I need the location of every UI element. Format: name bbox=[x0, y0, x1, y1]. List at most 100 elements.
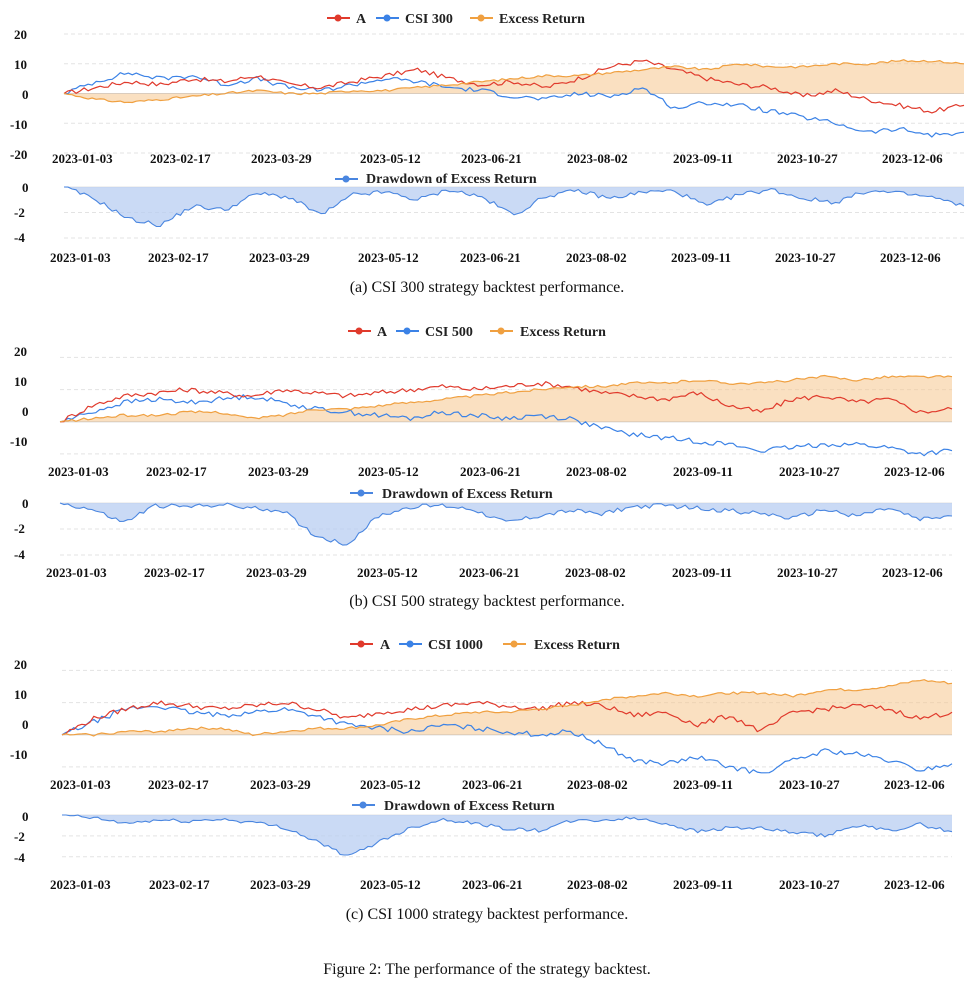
legend-label-excess: Excess Return bbox=[520, 325, 606, 340]
y-tick-label: 10 bbox=[14, 687, 27, 702]
x-tick-label: 2023-08-02 bbox=[566, 464, 627, 479]
drawdown-area bbox=[62, 815, 952, 855]
x-tick-label: 2023-03-29 bbox=[249, 250, 310, 265]
panel-b-caption: (b) CSI 500 strategy backtest performanc… bbox=[349, 593, 624, 610]
x-tick-label: 2023-01-03 bbox=[50, 877, 111, 892]
y-tick-label: 0 bbox=[22, 180, 29, 195]
x-tick-label: 2023-10-27 bbox=[779, 777, 840, 792]
excess-return-area bbox=[60, 375, 952, 422]
panel-a-drawdown-yticks: 0 -2 -4 bbox=[14, 180, 29, 245]
y-tick-label: 20 bbox=[14, 344, 27, 359]
legend-marker-drawdown bbox=[359, 801, 367, 809]
y-tick-label: -2 bbox=[14, 829, 25, 844]
strategy-line bbox=[61, 700, 953, 736]
x-tick-label: 2023-02-17 bbox=[148, 250, 209, 265]
x-tick-label: 2023-12-06 bbox=[884, 777, 945, 792]
panel-a-yticks: 20 10 0 -10 -20 bbox=[10, 27, 29, 162]
legend-label-drawdown: Drawdown of Excess Return bbox=[384, 799, 555, 814]
x-tick-label: 2023-12-06 bbox=[884, 464, 945, 479]
legend-marker-drawdown bbox=[342, 175, 350, 183]
x-tick-label: 2023-03-29 bbox=[251, 151, 312, 166]
y-tick-label: -4 bbox=[14, 230, 25, 245]
panel-c-caption: (c) CSI 1000 strategy backtest performan… bbox=[346, 906, 629, 923]
drawdown-line bbox=[59, 502, 953, 546]
x-tick-label: 2023-12-06 bbox=[882, 565, 943, 580]
x-tick-label: 2023-10-27 bbox=[775, 250, 836, 265]
x-tick-label: 2023-09-11 bbox=[673, 777, 733, 792]
x-tick-label: 2023-05-12 bbox=[360, 877, 421, 892]
x-tick-label: 2023-03-29 bbox=[250, 877, 311, 892]
drawdown-line bbox=[62, 814, 953, 856]
panel-c-main-plot bbox=[61, 669, 953, 774]
x-tick-label: 2023-02-17 bbox=[144, 565, 205, 580]
x-tick-label: 2023-10-27 bbox=[777, 151, 838, 166]
excess-return-area bbox=[64, 59, 964, 103]
excess-return-line bbox=[61, 679, 953, 737]
y-tick-label: 0 bbox=[22, 404, 29, 419]
x-tick-label: 2023-09-11 bbox=[672, 565, 732, 580]
y-tick-label: -20 bbox=[10, 147, 27, 162]
x-tick-label: 2023-09-11 bbox=[673, 151, 733, 166]
y-tick-label: 0 bbox=[22, 717, 29, 732]
y-tick-label: 0 bbox=[22, 809, 29, 824]
x-tick-label: 2023-06-21 bbox=[461, 151, 522, 166]
y-tick-label: -4 bbox=[14, 547, 25, 562]
panel-a-main-plot bbox=[63, 33, 965, 154]
x-tick-label: 2023-06-21 bbox=[460, 250, 521, 265]
panel-b-drawdown-xticks: 2023-01-03 2023-02-17 2023-03-29 2023-05… bbox=[46, 565, 943, 580]
panel-b-drawdown-yticks: 0 -2 -4 bbox=[14, 496, 29, 562]
y-tick-label: 0 bbox=[22, 496, 29, 511]
x-tick-label: 2023-09-11 bbox=[673, 464, 733, 479]
x-tick-label: 2023-06-21 bbox=[460, 464, 521, 479]
legend-marker-benchmark bbox=[383, 14, 391, 22]
panel-b-yticks: 20 10 0 -10 bbox=[10, 344, 29, 449]
x-tick-label: 2023-09-11 bbox=[673, 877, 733, 892]
legend-marker-excess bbox=[477, 14, 485, 22]
panel-a: A CSI 300 Excess Return 20 10 0 -10 -20 … bbox=[10, 12, 965, 296]
panel-a-caption: (a) CSI 300 strategy backtest performanc… bbox=[350, 279, 625, 296]
x-tick-label: 2023-08-02 bbox=[565, 565, 626, 580]
y-tick-label: -10 bbox=[10, 434, 27, 449]
x-tick-label: 2023-02-17 bbox=[150, 151, 211, 166]
legend-label-strategy: A bbox=[377, 325, 388, 340]
x-tick-label: 2023-08-02 bbox=[567, 151, 628, 166]
panel-b-drawdown-legend: Drawdown of Excess Return bbox=[350, 487, 553, 502]
panel-c-legend: A CSI 1000 Excess Return bbox=[350, 638, 620, 653]
x-tick-label: 2023-01-03 bbox=[46, 565, 107, 580]
legend-marker-benchmark bbox=[403, 327, 411, 335]
legend-label-strategy: A bbox=[356, 12, 367, 27]
legend-marker-drawdown bbox=[357, 489, 365, 497]
x-tick-label: 2023-03-29 bbox=[250, 777, 311, 792]
x-tick-label: 2023-10-27 bbox=[777, 565, 838, 580]
x-tick-label: 2023-02-17 bbox=[146, 464, 207, 479]
y-tick-label: 0 bbox=[22, 87, 29, 102]
x-tick-label: 2023-08-02 bbox=[567, 877, 628, 892]
panel-a-drawdown-plot bbox=[63, 186, 965, 239]
x-tick-label: 2023-05-12 bbox=[360, 777, 421, 792]
x-tick-label: 2023-08-02 bbox=[567, 777, 628, 792]
legend-label-benchmark: CSI 500 bbox=[425, 325, 473, 340]
panel-c-drawdown-legend: Drawdown of Excess Return bbox=[352, 799, 555, 814]
figure-caption: Figure 2: The performance of the strateg… bbox=[323, 961, 651, 978]
legend-marker-excess bbox=[497, 327, 505, 335]
panel-b: A CSI 500 Excess Return 20 10 0 -10 2023… bbox=[10, 325, 953, 610]
y-tick-label: -10 bbox=[10, 747, 27, 762]
x-tick-label: 2023-05-12 bbox=[358, 250, 419, 265]
x-tick-label: 2023-12-06 bbox=[880, 250, 941, 265]
x-tick-label: 2023-03-29 bbox=[248, 464, 309, 479]
y-tick-label: 20 bbox=[14, 27, 27, 42]
legend-label-strategy: A bbox=[380, 638, 391, 653]
x-tick-label: 2023-12-06 bbox=[882, 151, 943, 166]
x-tick-label: 2023-01-03 bbox=[48, 464, 109, 479]
y-tick-label: -2 bbox=[14, 205, 25, 220]
drawdown-line bbox=[63, 186, 965, 228]
benchmark-line bbox=[59, 394, 953, 457]
legend-label-excess: Excess Return bbox=[534, 638, 620, 653]
panel-b-drawdown-plot bbox=[59, 502, 953, 556]
x-tick-label: 2023-01-03 bbox=[52, 151, 113, 166]
x-tick-label: 2023-06-21 bbox=[459, 565, 520, 580]
drawdown-area bbox=[60, 503, 952, 546]
panel-b-main-plot bbox=[59, 356, 953, 457]
panel-c-drawdown-xticks: 2023-01-03 2023-02-17 2023-03-29 2023-05… bbox=[50, 877, 945, 892]
